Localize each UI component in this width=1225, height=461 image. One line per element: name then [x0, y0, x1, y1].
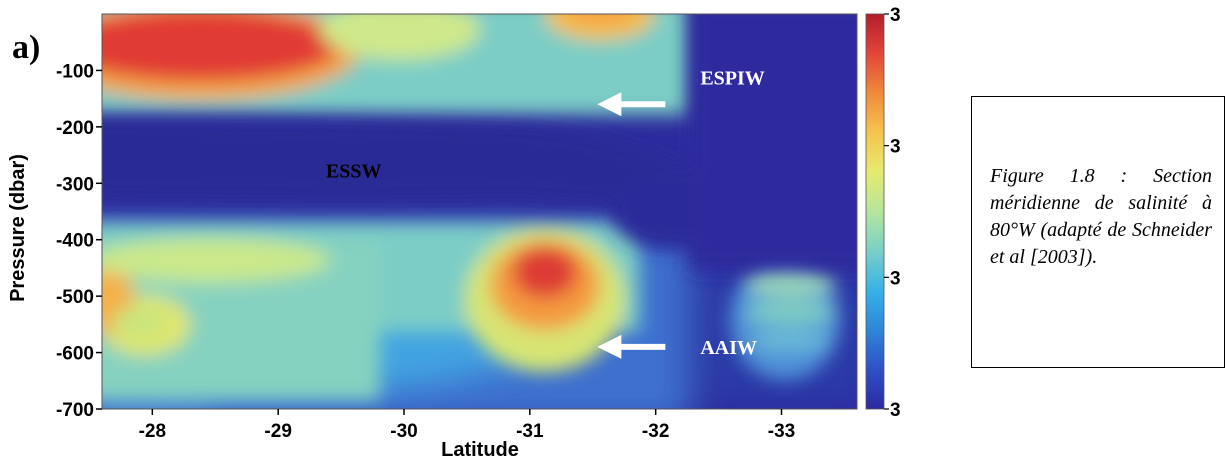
x-axis: -28 -29 -30 -31 -32 -33	[139, 409, 795, 442]
water-mass-label: ESSW	[326, 161, 382, 183]
water-mass-annotations: ESPIW ESSW AAIW	[326, 67, 765, 359]
water-mass-label: ESPIW	[700, 67, 764, 89]
colorbar-tick-label: 34.8	[890, 5, 900, 26]
water-mass-label: AAIW	[700, 337, 757, 359]
annotation-arrow-icon	[597, 334, 666, 359]
colorbar-tick-label: 34.2	[890, 400, 900, 421]
y-axis-label: Pressure (dbar)	[7, 154, 29, 302]
x-tick-label: -33	[768, 421, 795, 442]
x-axis-label: Latitude	[441, 439, 519, 461]
plot-border	[101, 13, 858, 410]
colorbar-tick-label: 34.6	[890, 137, 900, 158]
y-tick-label: -200	[56, 118, 94, 139]
x-tick-label: -28	[139, 421, 166, 442]
y-tick-label: -400	[56, 231, 94, 252]
x-tick-label: -32	[642, 421, 669, 442]
y-tick-label: -300	[56, 174, 94, 195]
figure-caption-box: Figure 1.8 : Section méridienne de salin…	[971, 96, 1225, 368]
colorbar	[865, 13, 885, 410]
figure-caption: Figure 1.8 : Section méridienne de salin…	[990, 165, 1212, 268]
salinity-heatmap	[102, 14, 857, 409]
y-tick-label: -100	[56, 61, 94, 82]
colorbar-ticks: 34.8 34.6 34.4 34.2	[884, 5, 900, 421]
x-tick-label: -31	[516, 421, 544, 442]
salinity-section-figure: -100 -200 -300 -400 -500 -600 -700 -28 -29 -30 -3…	[7, 5, 900, 461]
y-axis: -100 -200 -300 -400 -500 -600 -700	[56, 61, 102, 421]
annotation-arrow-icon	[597, 92, 666, 117]
panel-label: a)	[12, 29, 40, 66]
y-tick-label: -600	[56, 344, 94, 365]
colorbar-tick-label: 34.4	[890, 268, 900, 289]
x-tick-label: -29	[264, 421, 291, 442]
y-tick-label: -500	[56, 287, 94, 308]
y-tick-label: -700	[56, 400, 94, 421]
x-tick-label: -30	[390, 421, 417, 442]
